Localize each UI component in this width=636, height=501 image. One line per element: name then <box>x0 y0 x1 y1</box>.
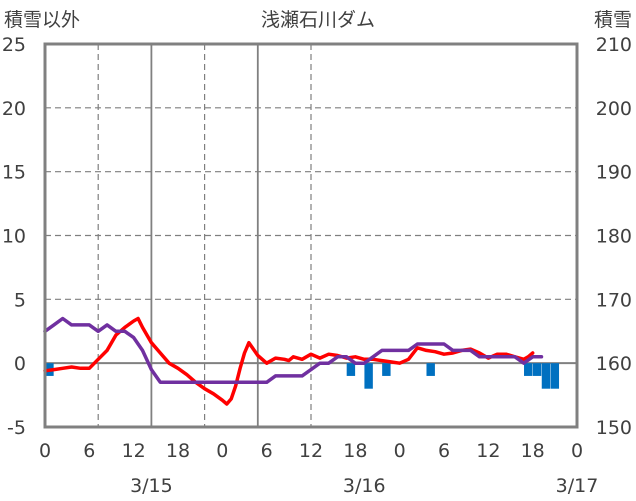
right-tick-label: 170 <box>596 289 632 311</box>
left-tick-label: -5 <box>7 417 26 439</box>
date-label: 3/17 <box>556 475 599 497</box>
right-tick-label: 150 <box>596 417 632 439</box>
date-label: 3/15 <box>130 475 173 497</box>
snow_depth-line <box>43 316 544 385</box>
chart-title: 浅瀬石川ダム <box>261 9 375 31</box>
x-tick-label: 18 <box>166 440 190 462</box>
date-label: 3/16 <box>343 475 386 497</box>
right-axis-label: 積雪 <box>594 9 632 31</box>
right-tick-label: 210 <box>596 34 632 56</box>
precipitation-bar <box>541 363 551 389</box>
left-axis-label: 積雪以外 <box>4 9 80 31</box>
x-tick-label: 6 <box>83 440 95 462</box>
series-lines <box>43 316 544 406</box>
x-tick-label: 0 <box>394 440 406 462</box>
left-tick-label: 0 <box>14 353 26 375</box>
plot-area-frame <box>43 42 579 429</box>
left-tick-label: 15 <box>2 162 26 184</box>
right-tick-label: 190 <box>596 162 632 184</box>
left-tick-label: 20 <box>2 98 26 120</box>
precipitation-bar <box>382 363 391 376</box>
x-tick-label: 12 <box>299 440 323 462</box>
right-tick-label: 200 <box>596 98 632 120</box>
x-tick-label: 6 <box>438 440 450 462</box>
x-tick-label: 18 <box>521 440 545 462</box>
precipitation-bar <box>426 363 435 376</box>
temperature-line <box>43 316 535 406</box>
precipitation-bar <box>524 363 533 376</box>
left-tick-label: 5 <box>14 289 26 311</box>
precipitation-bar <box>364 363 373 389</box>
precipitation-bar <box>532 363 542 376</box>
left-tick-label: 10 <box>2 226 26 248</box>
left-tick-label: 25 <box>2 34 26 56</box>
precipitation-bar <box>346 363 356 376</box>
x-tick-label: 18 <box>343 440 367 462</box>
right-tick-label: 160 <box>596 353 632 375</box>
x-tick-label: 0 <box>571 440 583 462</box>
x-tick-label: 0 <box>216 440 228 462</box>
right-tick-label: 180 <box>596 226 632 248</box>
x-tick-label: 12 <box>476 440 500 462</box>
x-tick-label: 6 <box>261 440 273 462</box>
x-tick-label: 0 <box>39 440 51 462</box>
x-tick-label: 12 <box>122 440 146 462</box>
precipitation-bar <box>550 363 560 389</box>
